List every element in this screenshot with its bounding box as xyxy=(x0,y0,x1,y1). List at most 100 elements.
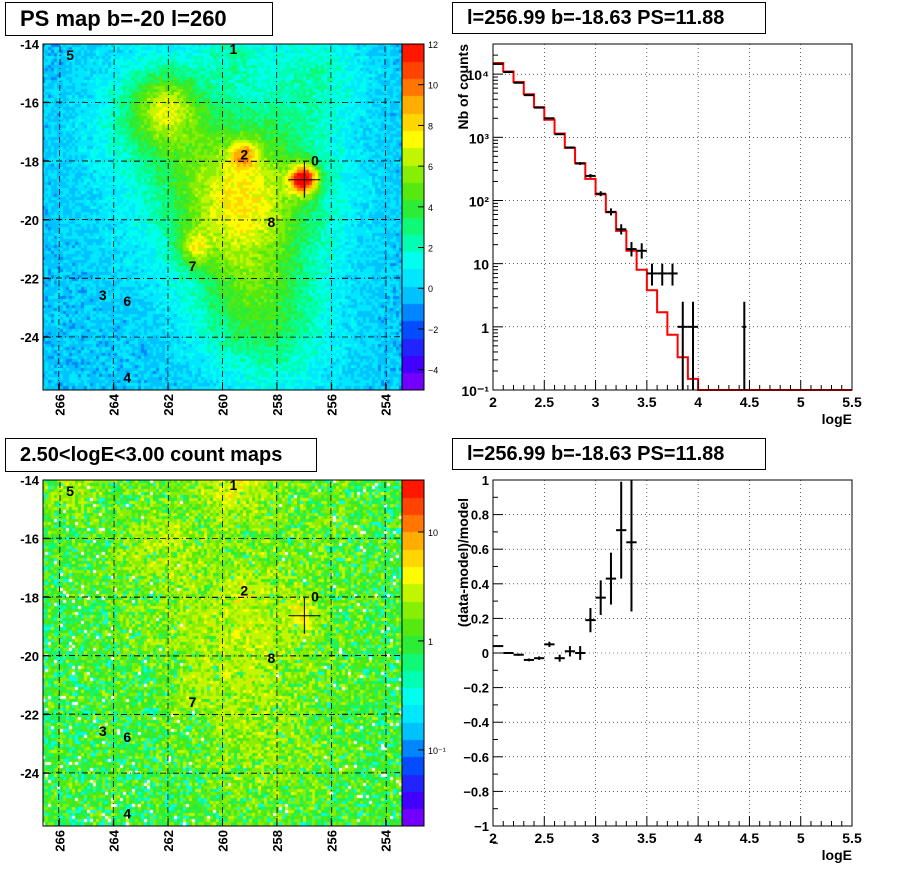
map-parallel xyxy=(42,655,403,657)
residual-point xyxy=(513,653,524,656)
residual-grid xyxy=(492,479,853,827)
y-tick-label: −0.8 xyxy=(463,784,489,799)
x-tick-label: 260 xyxy=(216,394,231,416)
y-tick-label: 0.2 xyxy=(471,611,489,626)
colorbar-tick-label: 12 xyxy=(428,40,438,50)
y-axis-label: Nb of counts xyxy=(455,44,471,130)
residual-point xyxy=(595,580,606,615)
data-point xyxy=(742,301,747,390)
y-tick-label: 10⁻¹ xyxy=(461,383,489,399)
x-tick-label: 2.5 xyxy=(535,394,555,410)
residual-point xyxy=(523,658,535,662)
source-label-3: 3 xyxy=(99,287,107,303)
data-point xyxy=(626,242,637,257)
map-parallel xyxy=(42,537,403,539)
x-axis-label: logE xyxy=(822,411,852,427)
residual-point xyxy=(503,652,514,654)
x-tick-label: 3 xyxy=(592,394,600,410)
residual-point xyxy=(605,552,617,605)
map-meridian xyxy=(384,44,387,391)
residual-point xyxy=(626,480,637,612)
target-marker xyxy=(288,597,321,634)
colorbar-frame xyxy=(401,43,425,391)
y-tick-label: -14 xyxy=(20,37,40,52)
source-label-3: 3 xyxy=(99,723,107,739)
y-tick-label: 0.6 xyxy=(471,542,489,557)
colorbar-tick-label: −4 xyxy=(428,366,438,376)
x-axis-label: logE xyxy=(822,847,852,863)
x-tick-label: 256 xyxy=(324,394,339,416)
y-tick-label: -22 xyxy=(20,272,39,287)
data-point xyxy=(636,243,647,259)
data-point xyxy=(523,94,535,97)
y-tick-label: -18 xyxy=(20,590,39,605)
x-tick-label: 262 xyxy=(161,830,176,852)
x-tick-label: 254 xyxy=(379,393,394,415)
residual-point xyxy=(534,656,545,660)
x-tick-label: 266 xyxy=(52,394,67,416)
y-tick-label: −0.4 xyxy=(463,715,489,730)
x-tick-label: 3 xyxy=(592,830,600,846)
y-tick-label: 10³ xyxy=(469,130,490,146)
map-meridian xyxy=(58,480,61,827)
y-tick-label: 10⁴ xyxy=(467,67,490,83)
source-label-5: 5 xyxy=(66,483,74,499)
x-tick-label: 5 xyxy=(797,394,805,410)
map-parallel xyxy=(42,277,403,279)
y-tick-label: −1 xyxy=(474,819,489,834)
data-point xyxy=(575,162,586,165)
x-tick-label: 2.5 xyxy=(535,830,555,846)
data-point xyxy=(605,208,617,216)
colorbar-tick-label: 10⁻¹ xyxy=(428,746,446,756)
y-tick-label: −0.2 xyxy=(463,681,489,696)
source-label-1: 1 xyxy=(229,477,237,493)
spectrum-title: l=256.99 b=-18.63 PS=11.88 xyxy=(452,2,766,34)
residual-point xyxy=(544,641,555,647)
colorbar-tick-label: 1 xyxy=(428,637,433,647)
map-grid xyxy=(42,43,403,391)
count-map-colorbar xyxy=(402,480,424,826)
x-tick-label: 4 xyxy=(694,830,702,846)
x-tick-label: 258 xyxy=(270,394,285,416)
x-tick-label: 3.5 xyxy=(637,830,657,846)
residual-point xyxy=(564,646,576,657)
y-tick-label: 0.4 xyxy=(471,577,490,592)
map-parallel xyxy=(42,160,403,162)
map-meridian xyxy=(330,479,333,827)
map-parallel xyxy=(42,101,403,103)
x-tick-label: 4.5 xyxy=(740,394,760,410)
y-tick-label: −0.6 xyxy=(463,750,489,765)
data-point xyxy=(544,117,555,120)
map-parallel xyxy=(42,713,403,715)
x-tick-label: 4.5 xyxy=(740,830,760,846)
x-tick-label: 258 xyxy=(270,830,285,852)
count-map-title: 2.50<logE<3.00 count maps xyxy=(5,438,317,472)
x-tick-label: 2 xyxy=(489,394,497,410)
colorbar-tick-label: −2 xyxy=(428,325,438,335)
y-tick-label: -14 xyxy=(20,473,40,488)
data-point xyxy=(564,146,576,149)
x-tick-label: 254 xyxy=(379,829,394,851)
data-point xyxy=(667,263,678,286)
x-tick-label: 266 xyxy=(52,830,67,852)
target-marker xyxy=(288,161,321,198)
data-point xyxy=(595,191,606,197)
source-label-2: 2 xyxy=(240,582,248,598)
residual-point xyxy=(575,646,586,660)
residual-title: l=256.99 b=-18.63 PS=11.88 xyxy=(452,438,766,470)
data-point xyxy=(657,263,668,286)
y-tick-label: 10 xyxy=(473,257,489,273)
source-label-0: 0 xyxy=(311,152,319,168)
source-label-6: 6 xyxy=(123,293,131,309)
spectrum-grid xyxy=(492,44,853,391)
map-meridian xyxy=(112,43,115,391)
data-point xyxy=(616,224,627,235)
y-tick-label: 1 xyxy=(481,320,489,336)
source-label-2: 2 xyxy=(240,146,248,162)
y-tick-label: 0.8 xyxy=(471,508,489,523)
residual-frame xyxy=(492,479,853,827)
residual-plot: 2 2.5 3 3.5 4 4.5 5 5.5 1 0.8 0.6 0.4 0.2 0 −0.2 −0.4 −0… xyxy=(455,473,862,863)
x-tick-label: 5.5 xyxy=(842,830,862,846)
model-histogram xyxy=(493,62,852,391)
spectrum-frame xyxy=(492,43,853,391)
